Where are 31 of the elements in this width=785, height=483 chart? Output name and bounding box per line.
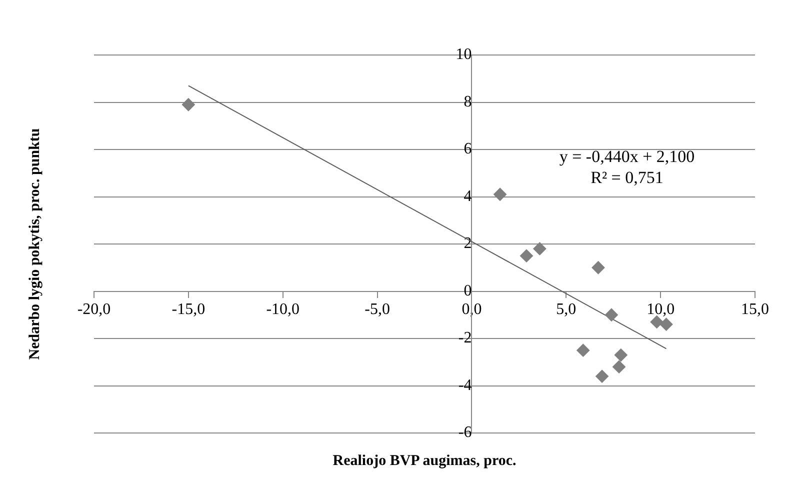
point [494,188,507,201]
y-tick-label: 0 [464,282,472,300]
x-tick-label: -5,0 [364,301,390,318]
x-tick-label: 15,0 [741,301,769,318]
y-tick-label: -4 [458,376,472,394]
point [520,249,533,262]
y-tick-label: 8 [464,93,472,110]
y-tick-label: 10 [456,46,472,64]
y-tick-label: -2 [458,330,472,347]
point [612,360,626,374]
y-tick-label: 6 [464,140,472,158]
point [592,261,605,274]
x-tick-label: 10,0 [646,301,675,318]
x-tick-label: -20,0 [77,301,111,318]
x-tick-label: 5,0 [556,301,576,318]
x-axis-title: Realiojo BVP augimas, proc. [332,452,516,469]
x-tick-label: -15,0 [172,301,206,318]
point [660,318,673,331]
point [604,308,618,322]
y-tick-label: 4 [464,188,472,205]
point [596,370,609,383]
y-axis-title: Nedarbo lygio pokytis, proc. punktu [26,128,43,360]
x-tick-label: 0,0 [462,301,482,318]
y-tick-label: -6 [458,424,472,442]
x-tick-label: -10,0 [266,301,300,318]
point [182,98,195,112]
point [533,242,546,256]
annotation: R² = 0,751 [590,168,664,187]
point [576,344,590,357]
point [614,348,628,362]
annotation: y = -0,440x + 2,100 [559,147,695,166]
